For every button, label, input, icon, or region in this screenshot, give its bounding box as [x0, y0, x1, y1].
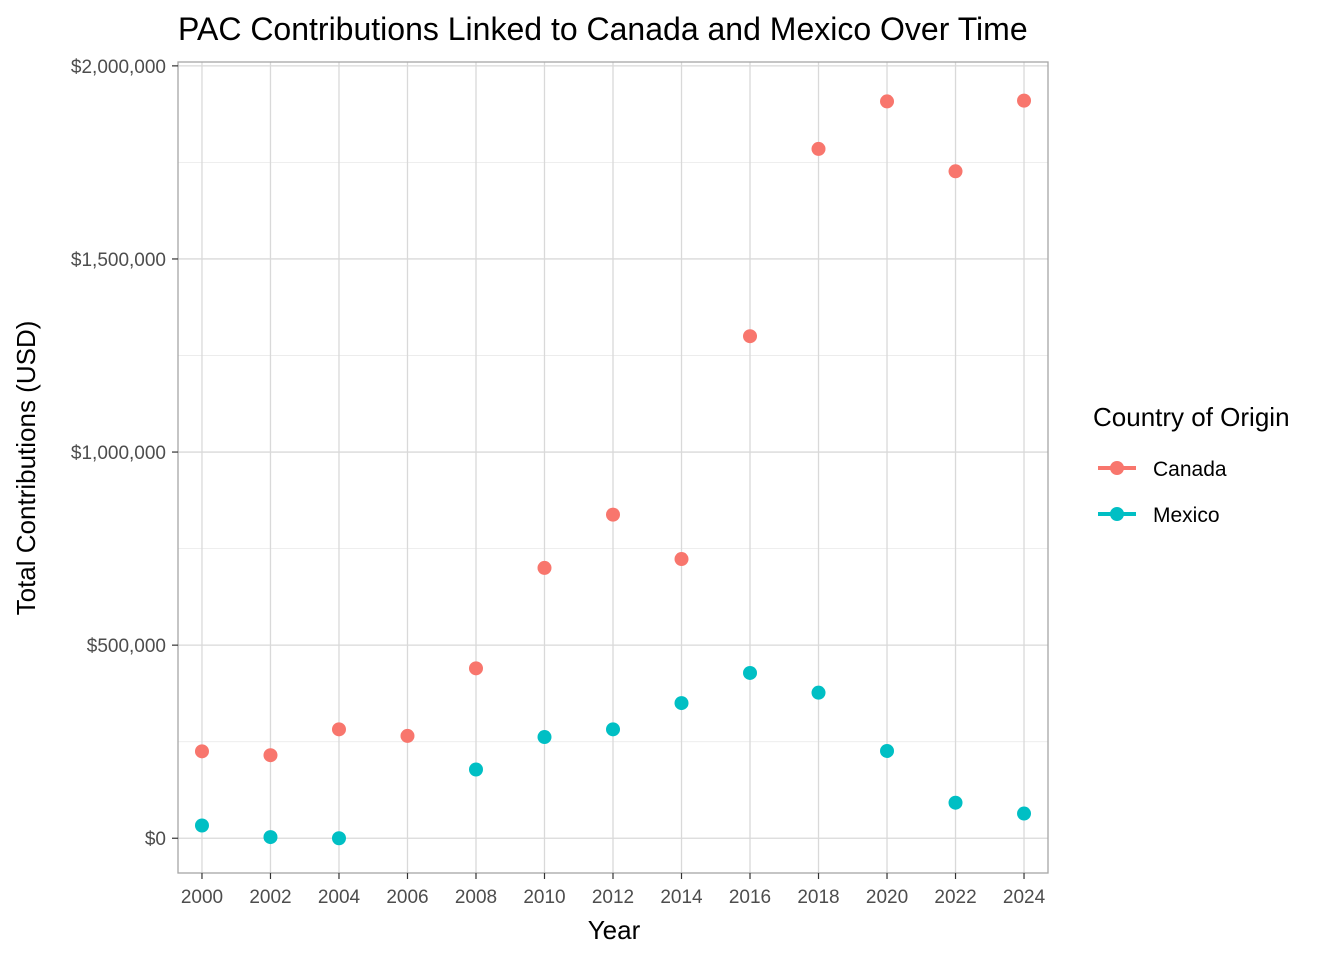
point-mexico — [537, 730, 552, 745]
x-axis-title: Year — [588, 915, 641, 945]
point-canada — [948, 164, 963, 179]
x-tick-label: 2006 — [386, 887, 428, 908]
point-canada — [263, 748, 278, 763]
y-tick-label: $1,500,000 — [71, 250, 166, 271]
y-axis-title: Total Contributions (USD) — [11, 321, 41, 616]
point-canada — [674, 552, 689, 567]
x-tick-label: 2004 — [318, 887, 361, 908]
chart-title: PAC Contributions Linked to Canada and M… — [178, 11, 1028, 47]
point-canada — [606, 507, 620, 522]
point-canada — [811, 141, 826, 156]
data-points — [194, 93, 1032, 846]
y-tick-label: $0 — [145, 829, 166, 850]
x-tick-label: 2016 — [729, 887, 771, 908]
point-mexico — [331, 831, 346, 846]
point-canada — [468, 661, 483, 676]
x-tick-label: 2018 — [797, 887, 839, 908]
point-mexico — [880, 743, 895, 758]
point-mexico — [674, 696, 689, 711]
x-tick-label: 2022 — [934, 887, 976, 908]
point-canada — [537, 560, 552, 575]
x-tick-label: 2008 — [455, 887, 497, 908]
x-tick-label: 2010 — [523, 887, 565, 908]
legend-key-canada — [1110, 461, 1124, 475]
legend-title: Country of Origin — [1093, 402, 1290, 432]
legend: Country of Origin Canada Mexico — [1093, 402, 1290, 527]
legend-label-canada: Canada — [1153, 458, 1227, 481]
point-canada — [1017, 93, 1032, 108]
legend-key-mexico — [1110, 507, 1124, 521]
point-canada — [400, 728, 415, 743]
x-tick-label: 2000 — [181, 887, 223, 908]
point-canada — [880, 94, 895, 109]
point-canada — [331, 722, 346, 737]
point-mexico — [606, 722, 620, 737]
y-tick-label: $500,000 — [87, 636, 166, 657]
x-tick-label: 2012 — [592, 887, 634, 908]
point-mexico — [263, 830, 278, 845]
x-tick-label: 2024 — [1003, 887, 1046, 908]
point-mexico — [468, 762, 483, 777]
point-mexico — [743, 665, 758, 680]
y-tick-label: $1,000,000 — [71, 443, 166, 464]
point-mexico — [1017, 806, 1032, 821]
point-canada — [743, 329, 758, 344]
point-mexico — [948, 795, 963, 810]
point-mexico — [811, 685, 826, 700]
y-tick-label: $2,000,000 — [71, 57, 166, 78]
x-tick-label: 2014 — [660, 887, 703, 908]
point-mexico — [194, 818, 209, 833]
point-canada — [194, 744, 209, 759]
x-tick-label: 2020 — [866, 887, 908, 908]
x-tick-label: 2002 — [249, 887, 291, 908]
legend-label-mexico: Mexico — [1153, 504, 1220, 527]
axes: $0 $500,000 $1,000,000 $1,500,000 $2,000,000… — [71, 57, 1046, 908]
grid — [178, 62, 1048, 873]
